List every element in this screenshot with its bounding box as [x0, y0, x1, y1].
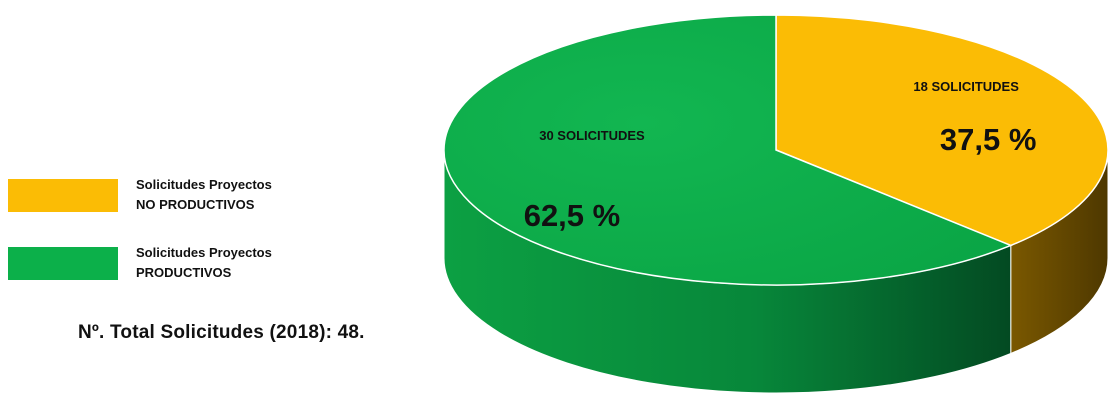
- pie-tops: [443, 14, 1109, 286]
- pie-slice-no-productivos: [775, 14, 1109, 247]
- slice-percent-label-no-productivos: 37,5 %: [940, 122, 1037, 157]
- slice-count-label-no-productivos: 18 SOLICITUDES: [913, 79, 1019, 94]
- total-solicitudes-text: Nº. Total Solicitudes (2018): 48.: [78, 322, 365, 343]
- pie-labels: 18 SOLICITUDES 37,5 % 30 SOLICITUDES 62,5 %: [524, 79, 1037, 233]
- legend-item-productivos: Solicitudes Proyectos PRODUCTIVOS: [8, 240, 272, 286]
- slice-count-label-productivos: 30 SOLICITUDES: [539, 128, 645, 143]
- legend-swatch-no-productivos: [8, 178, 118, 212]
- legend-item-no-productivos: Solicitudes Proyectos NO PRODUCTIVOS: [8, 172, 272, 218]
- legend-swatch-productivos: [8, 246, 118, 280]
- pie-slice-productivos: [443, 14, 1013, 286]
- chart-legend: Solicitudes Proyectos NO PRODUCTIVOS Sol…: [8, 172, 272, 308]
- slice-percent-label-productivos: 62,5 %: [524, 198, 621, 233]
- legend-label-no-productivos: Solicitudes Proyectos NO PRODUCTIVOS: [136, 177, 272, 212]
- legend-label-productivos: Solicitudes Proyectos PRODUCTIVOS: [136, 245, 272, 280]
